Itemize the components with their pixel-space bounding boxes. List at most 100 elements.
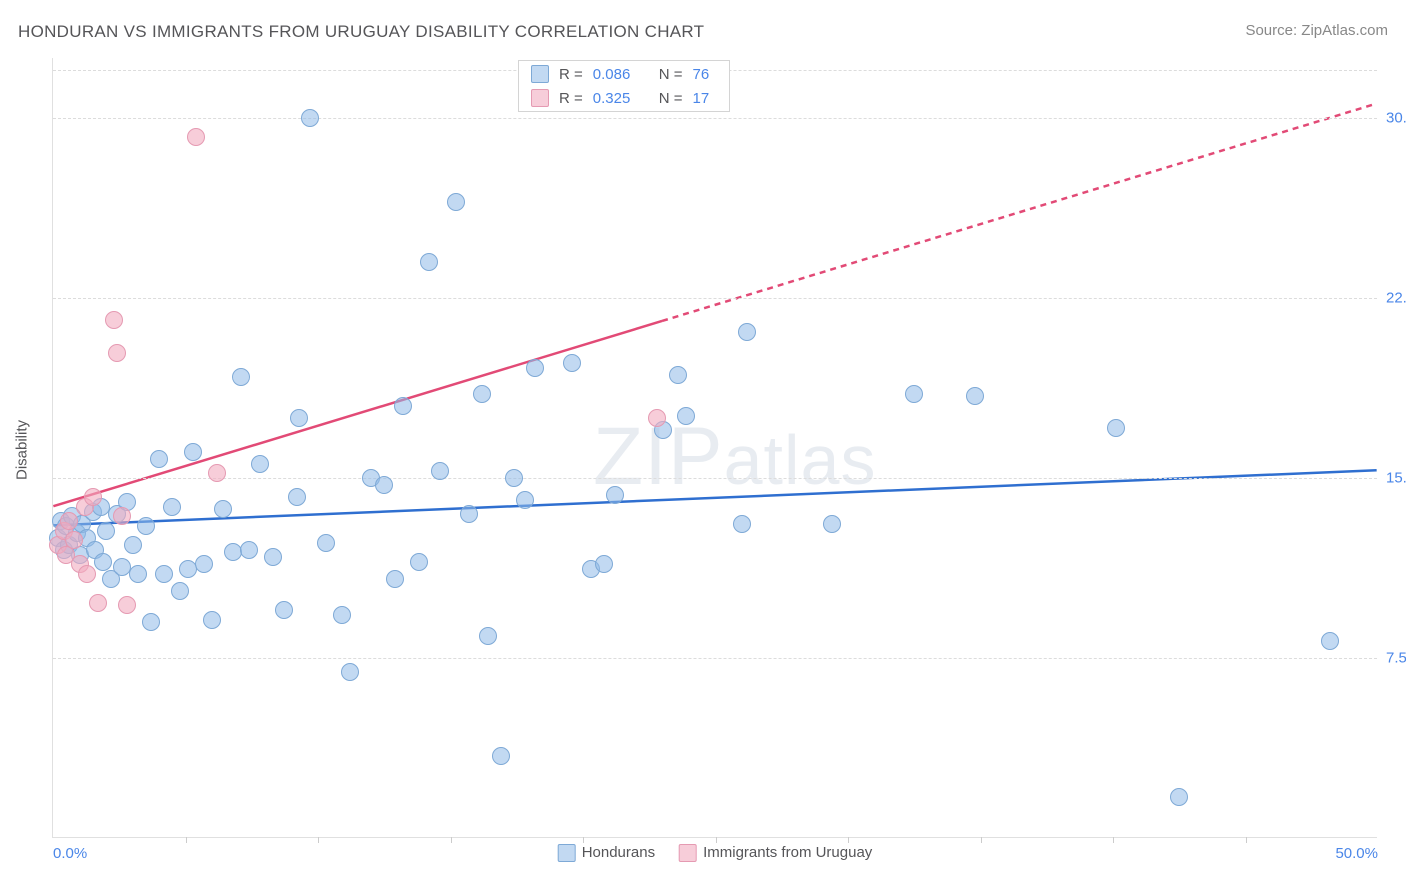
scatter-point — [966, 387, 984, 405]
scatter-point — [606, 486, 624, 504]
scatter-point — [447, 193, 465, 211]
scatter-point — [124, 536, 142, 554]
gridline — [53, 118, 1377, 119]
x-tick — [848, 837, 849, 843]
scatter-point — [137, 517, 155, 535]
scatter-point — [648, 409, 666, 427]
scatter-point — [65, 531, 83, 549]
scatter-point — [677, 407, 695, 425]
gridline — [53, 298, 1377, 299]
y-tick-label: 22.5% — [1380, 290, 1406, 307]
x-tick — [716, 837, 717, 843]
lines-layer — [53, 58, 1377, 837]
scatter-point — [823, 515, 841, 533]
y-tick-label: 15.0% — [1380, 470, 1406, 487]
scatter-point — [595, 555, 613, 573]
scatter-point — [105, 311, 123, 329]
scatter-point — [290, 409, 308, 427]
scatter-point — [275, 601, 293, 619]
scatter-point — [1321, 632, 1339, 650]
scatter-point — [516, 491, 534, 509]
scatter-point — [163, 498, 181, 516]
stats-row: R =0.325N =17 — [519, 86, 729, 110]
scatter-point — [526, 359, 544, 377]
scatter-point — [84, 488, 102, 506]
x-tick — [186, 837, 187, 843]
scatter-point — [473, 385, 491, 403]
legend-item: Immigrants from Uruguay — [679, 844, 872, 862]
scatter-point — [108, 344, 126, 362]
legend-swatch — [558, 844, 576, 862]
y-axis-label: Disability — [14, 420, 31, 480]
scatter-point — [431, 462, 449, 480]
stats-box: R =0.086N =76R =0.325N =17 — [518, 60, 730, 112]
scatter-point — [187, 128, 205, 146]
scatter-point — [905, 385, 923, 403]
source-label: Source: ZipAtlas.com — [1245, 22, 1388, 39]
scatter-point — [214, 500, 232, 518]
scatter-point — [208, 464, 226, 482]
scatter-point — [232, 368, 250, 386]
gridline — [53, 478, 1377, 479]
scatter-point — [195, 555, 213, 573]
n-label: N = — [659, 90, 683, 107]
scatter-point — [317, 534, 335, 552]
scatter-point — [184, 443, 202, 461]
scatter-point — [375, 476, 393, 494]
legend-label: Immigrants from Uruguay — [703, 844, 872, 861]
x-tick-label: 0.0% — [53, 845, 87, 862]
scatter-point — [733, 515, 751, 533]
r-value: 0.086 — [593, 66, 641, 83]
scatter-point — [251, 455, 269, 473]
n-value: 76 — [693, 66, 717, 83]
r-label: R = — [559, 66, 583, 83]
x-tick — [451, 837, 452, 843]
scatter-point — [505, 469, 523, 487]
stats-row: R = 0.086 N = 76 — [519, 62, 729, 86]
scatter-point — [492, 747, 510, 765]
scatter-point — [113, 507, 131, 525]
scatter-point — [394, 397, 412, 415]
trend-line — [662, 104, 1377, 321]
x-tick — [981, 837, 982, 843]
scatter-point — [203, 611, 221, 629]
x-tick — [1246, 837, 1247, 843]
x-tick — [1113, 837, 1114, 843]
scatter-point — [386, 570, 404, 588]
stats-swatch — [531, 65, 549, 83]
scatter-point — [97, 522, 115, 540]
scatter-point — [288, 488, 306, 506]
scatter-point — [333, 606, 351, 624]
scatter-point — [420, 253, 438, 271]
scatter-point — [563, 354, 581, 372]
scatter-point — [341, 663, 359, 681]
scatter-point — [738, 323, 756, 341]
scatter-point — [155, 565, 173, 583]
scatter-point — [264, 548, 282, 566]
legend-item: Hondurans — [558, 844, 655, 862]
y-tick-label: 7.5% — [1380, 650, 1406, 667]
scatter-point — [240, 541, 258, 559]
scatter-point — [1107, 419, 1125, 437]
gridline — [53, 658, 1377, 659]
scatter-point — [78, 565, 96, 583]
n-label: N = — [659, 66, 683, 83]
scatter-point — [129, 565, 147, 583]
stats-swatch — [531, 89, 549, 107]
scatter-point — [1170, 788, 1188, 806]
scatter-point — [94, 553, 112, 571]
n-value: 17 — [693, 90, 717, 107]
scatter-point — [301, 109, 319, 127]
scatter-point — [142, 613, 160, 631]
y-tick-label: 30.0% — [1380, 110, 1406, 127]
plot-area: ZIPatlas 7.5%15.0%22.5%30.0%0.0%50.0%Hon… — [52, 58, 1377, 838]
legend-bottom: Hondurans Immigrants from Uruguay — [558, 844, 873, 862]
legend-swatch — [679, 844, 697, 862]
scatter-point — [410, 553, 428, 571]
r-label: R = — [559, 90, 583, 107]
legend-label: Hondurans — [582, 844, 655, 861]
x-tick — [318, 837, 319, 843]
scatter-point — [171, 582, 189, 600]
chart-title: HONDURAN VS IMMIGRANTS FROM URUGUAY DISA… — [18, 22, 704, 42]
scatter-point — [150, 450, 168, 468]
